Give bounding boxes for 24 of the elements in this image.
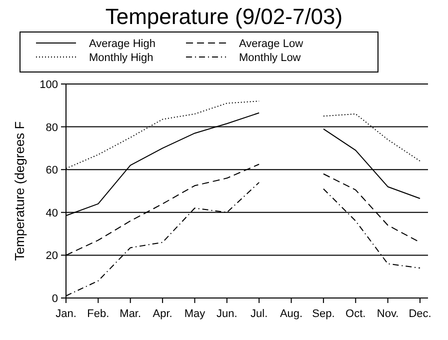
x-tick-label: Aug. xyxy=(280,308,303,320)
x-tick-label: Oct. xyxy=(346,308,366,320)
legend-label: Monthly High xyxy=(89,52,154,64)
legend-label: Monthly Low xyxy=(239,52,301,64)
y-tick-label: 0 xyxy=(52,293,58,305)
x-tick-label: Jul. xyxy=(250,308,268,320)
chart-title: Temperature (9/02-7/03) xyxy=(105,4,343,29)
x-tick-label: Dec. xyxy=(408,308,432,320)
y-tick-label: 60 xyxy=(46,164,58,177)
x-tick-label: May xyxy=(184,308,206,320)
x-tick-label: Jan. xyxy=(56,308,76,320)
legend-label: Average High xyxy=(89,38,156,50)
legend-label: Average Low xyxy=(239,38,304,50)
x-tick-label: Apr. xyxy=(152,308,172,320)
y-tick-label: 20 xyxy=(46,250,58,262)
y-tick-label: 100 xyxy=(40,79,58,91)
y-tick-label: 40 xyxy=(46,207,58,220)
x-tick-label: Nov. xyxy=(376,308,399,320)
y-tick-label: 80 xyxy=(46,122,58,134)
x-tick-label: Feb. xyxy=(87,308,110,320)
x-tick-label: Jun. xyxy=(216,308,238,320)
y-axis-title: Temperature (degrees F xyxy=(12,121,27,261)
x-tick-label: Mar. xyxy=(120,308,142,320)
x-tick-label: Sep. xyxy=(312,308,335,320)
